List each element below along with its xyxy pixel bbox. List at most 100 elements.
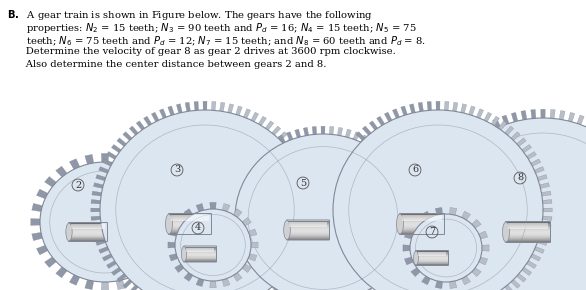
Bar [416, 257, 448, 258]
Bar [416, 259, 448, 261]
Bar [169, 214, 211, 215]
Polygon shape [271, 139, 278, 148]
Polygon shape [212, 102, 216, 110]
Bar [416, 252, 448, 253]
Polygon shape [429, 206, 438, 211]
Bar [184, 254, 216, 255]
Bar [169, 221, 211, 222]
Polygon shape [517, 273, 526, 282]
Polygon shape [404, 231, 413, 239]
Polygon shape [392, 267, 401, 275]
Polygon shape [130, 275, 141, 285]
Bar [506, 241, 550, 242]
Polygon shape [111, 267, 121, 275]
Polygon shape [169, 229, 178, 236]
Polygon shape [184, 209, 193, 218]
Polygon shape [392, 161, 401, 169]
Polygon shape [491, 116, 499, 126]
Bar [400, 233, 444, 235]
Polygon shape [295, 129, 301, 138]
Polygon shape [298, 254, 308, 261]
Bar [506, 240, 550, 242]
Bar [287, 229, 329, 231]
Ellipse shape [284, 220, 290, 240]
Polygon shape [461, 104, 466, 113]
Bar [69, 234, 107, 235]
Bar [69, 227, 107, 229]
Bar [184, 251, 216, 252]
Polygon shape [401, 175, 410, 182]
Polygon shape [403, 245, 410, 251]
Bar [287, 225, 329, 227]
Bar [169, 228, 211, 229]
Bar [184, 258, 216, 260]
Polygon shape [222, 204, 230, 212]
Polygon shape [301, 246, 311, 253]
Polygon shape [168, 106, 174, 115]
Bar [69, 239, 107, 241]
Polygon shape [410, 224, 419, 228]
Bar [184, 261, 216, 262]
Bar [69, 238, 107, 240]
Bar [416, 251, 448, 252]
Polygon shape [527, 261, 536, 269]
Polygon shape [452, 102, 458, 112]
Polygon shape [96, 239, 105, 245]
Polygon shape [154, 177, 165, 187]
Polygon shape [257, 279, 265, 287]
Polygon shape [116, 154, 125, 164]
Polygon shape [227, 224, 236, 228]
Bar [416, 257, 448, 258]
Polygon shape [325, 191, 335, 196]
Polygon shape [449, 207, 457, 215]
Polygon shape [493, 119, 500, 128]
Bar [69, 229, 107, 230]
Polygon shape [444, 102, 449, 110]
Polygon shape [531, 159, 541, 166]
Polygon shape [306, 183, 316, 188]
Polygon shape [107, 152, 117, 159]
Text: Also determine the center distance between gears 2 and 8.: Also determine the center distance betwe… [7, 60, 326, 69]
Polygon shape [350, 138, 359, 146]
Polygon shape [421, 211, 431, 220]
Polygon shape [384, 112, 392, 122]
Bar [400, 222, 444, 224]
Polygon shape [98, 166, 109, 173]
Polygon shape [96, 175, 105, 181]
Ellipse shape [66, 223, 72, 241]
Polygon shape [407, 191, 416, 197]
Polygon shape [169, 254, 178, 261]
Bar [416, 254, 448, 255]
Polygon shape [103, 254, 113, 261]
Polygon shape [427, 102, 432, 110]
Polygon shape [162, 189, 173, 199]
Polygon shape [381, 279, 389, 287]
Polygon shape [505, 126, 514, 135]
Ellipse shape [397, 214, 404, 234]
Ellipse shape [414, 251, 418, 265]
Bar [289, 222, 327, 227]
Polygon shape [438, 170, 449, 177]
Polygon shape [461, 287, 470, 290]
Bar [416, 260, 448, 261]
Text: properties: $N_2$ = 15 teeth; $N_3$ = 90 teeth and $P_d$ = 16; $N_4$ = 15 teeth;: properties: $N_2$ = 15 teeth; $N_3$ = 90… [7, 21, 417, 35]
Bar [400, 229, 444, 231]
Bar [287, 231, 329, 232]
Bar [506, 226, 550, 227]
Polygon shape [411, 216, 419, 220]
Polygon shape [222, 278, 230, 287]
Polygon shape [335, 159, 345, 166]
Polygon shape [401, 106, 407, 115]
Polygon shape [409, 232, 418, 237]
Bar [69, 232, 107, 233]
Polygon shape [175, 218, 184, 226]
Polygon shape [345, 144, 354, 153]
Bar [400, 214, 444, 215]
Polygon shape [472, 268, 481, 277]
Polygon shape [284, 273, 293, 282]
Ellipse shape [165, 214, 172, 234]
Polygon shape [185, 102, 190, 112]
Polygon shape [30, 219, 40, 225]
Bar [400, 227, 444, 229]
Bar [69, 237, 107, 238]
